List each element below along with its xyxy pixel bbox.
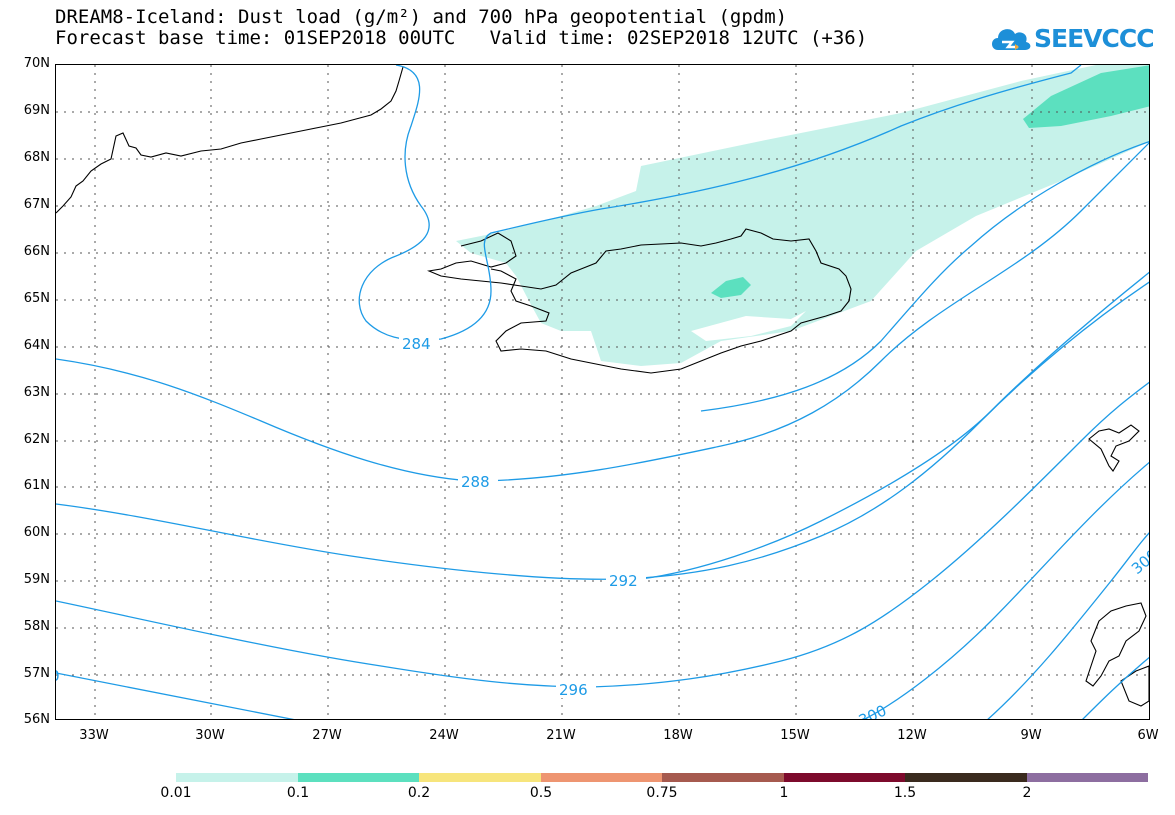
lat-label-68n: 68N xyxy=(23,150,50,165)
contour-300-southeast xyxy=(1082,656,1149,719)
iceland-coast xyxy=(427,228,852,374)
lon-label-30w: 30W xyxy=(195,728,225,743)
contour-label-284: 284 xyxy=(402,335,431,353)
geopotential-contours xyxy=(56,65,1149,719)
contour-300-east xyxy=(987,532,1149,719)
lon-label-33w: 33W xyxy=(79,728,109,743)
legend-label-1: 1 xyxy=(779,785,789,801)
lat-label-66n: 66N xyxy=(23,244,50,259)
contour-label-300-west: 300 xyxy=(56,667,60,685)
legend-swatch-1 xyxy=(176,773,298,782)
hebrides-coast xyxy=(1085,602,1147,687)
lat-label-70n: 70N xyxy=(23,56,50,71)
legend-swatch-4 xyxy=(540,773,662,782)
lat-label-65n: 65N xyxy=(23,291,50,306)
lon-label-6w: 6W xyxy=(1137,728,1159,743)
forecast-time-subtitle: Forecast base time: 01SEP2018 00UTC Vali… xyxy=(55,27,868,49)
dust-area-low xyxy=(456,65,1149,366)
map-canvas: 284 288 292 296 300 300 300 xyxy=(56,65,1150,720)
legend-label-0-01: 0.01 xyxy=(160,785,192,801)
contour-300-south xyxy=(863,461,1149,719)
contour-288-east xyxy=(640,271,1149,580)
lat-label-58n: 58N xyxy=(23,619,50,634)
lon-label-21w: 21W xyxy=(546,728,576,743)
scotland-coast xyxy=(1088,424,1140,472)
lat-label-63n: 63N xyxy=(23,385,50,400)
logo-text: SEEVCCC xyxy=(1034,24,1155,53)
lat-label-59n: 59N xyxy=(23,572,50,587)
lon-label-24w: 24W xyxy=(429,728,459,743)
seevccc-logo: SEEVCCC xyxy=(988,18,1158,62)
legend-swatch-5 xyxy=(662,773,784,782)
legend-label-0-2: 0.2 xyxy=(407,785,431,801)
map-title: DREAM8-Iceland: Dust load (g/m²) and 700… xyxy=(55,6,788,28)
legend-swatch-2 xyxy=(297,773,419,782)
contour-300-west xyxy=(56,672,295,719)
cloud-icon xyxy=(992,29,1031,50)
contour-label-292: 292 xyxy=(609,572,638,590)
contour-288 xyxy=(56,142,1149,482)
contour-label-300-south: 300 xyxy=(856,701,890,720)
legend-label-0-75: 0.75 xyxy=(646,785,678,801)
hebrides-coast-south xyxy=(1120,665,1149,707)
lon-label-27w: 27W xyxy=(312,728,342,743)
dust-area-medium-east xyxy=(1023,65,1149,128)
contour-labels: 284 288 292 296 300 300 300 xyxy=(56,334,1150,720)
lat-label-61n: 61N xyxy=(23,478,50,493)
legend-label-1-5: 1.5 xyxy=(893,785,917,801)
coastlines xyxy=(56,66,1149,707)
graticule xyxy=(56,65,1149,719)
lat-label-64n: 64N xyxy=(23,338,50,353)
contour-label-300-east: 300 xyxy=(1128,546,1150,578)
legend-swatch-7 xyxy=(905,773,1027,782)
contour-284-east xyxy=(700,141,1149,412)
lon-label-15w: 15W xyxy=(780,728,810,743)
lon-label-9w: 9W xyxy=(1020,728,1042,743)
legend-label-0-1: 0.1 xyxy=(286,785,310,801)
lat-label-57n: 57N xyxy=(23,666,50,681)
lat-label-56n: 56N xyxy=(23,712,50,727)
lat-label-67n: 67N xyxy=(23,197,50,212)
lat-label-62n: 62N xyxy=(23,432,50,447)
legend-label-2: 2 xyxy=(1022,785,1032,801)
legend-label-0-5: 0.5 xyxy=(529,785,553,801)
legend-swatch-6 xyxy=(783,773,905,782)
contour-label-288: 288 xyxy=(461,473,490,491)
greenland-coast xyxy=(56,66,404,214)
contour-296 xyxy=(56,381,1149,688)
map-panel: 284 288 292 296 300 300 300 xyxy=(55,64,1150,720)
dust-load-colorbar xyxy=(176,773,1148,782)
contour-label-296: 296 xyxy=(559,681,588,699)
contour-284 xyxy=(358,65,1082,341)
contour-292 xyxy=(56,281,1149,580)
lat-label-69n: 69N xyxy=(23,103,50,118)
legend-swatch-8 xyxy=(1026,773,1148,782)
dust-area-medium-iceland xyxy=(711,277,751,298)
lon-label-18w: 18W xyxy=(663,728,693,743)
legend-swatch-3 xyxy=(419,773,541,782)
dust-area-low-hole xyxy=(691,311,806,341)
lat-label-60n: 60N xyxy=(23,525,50,540)
lon-label-12w: 12W xyxy=(897,728,927,743)
